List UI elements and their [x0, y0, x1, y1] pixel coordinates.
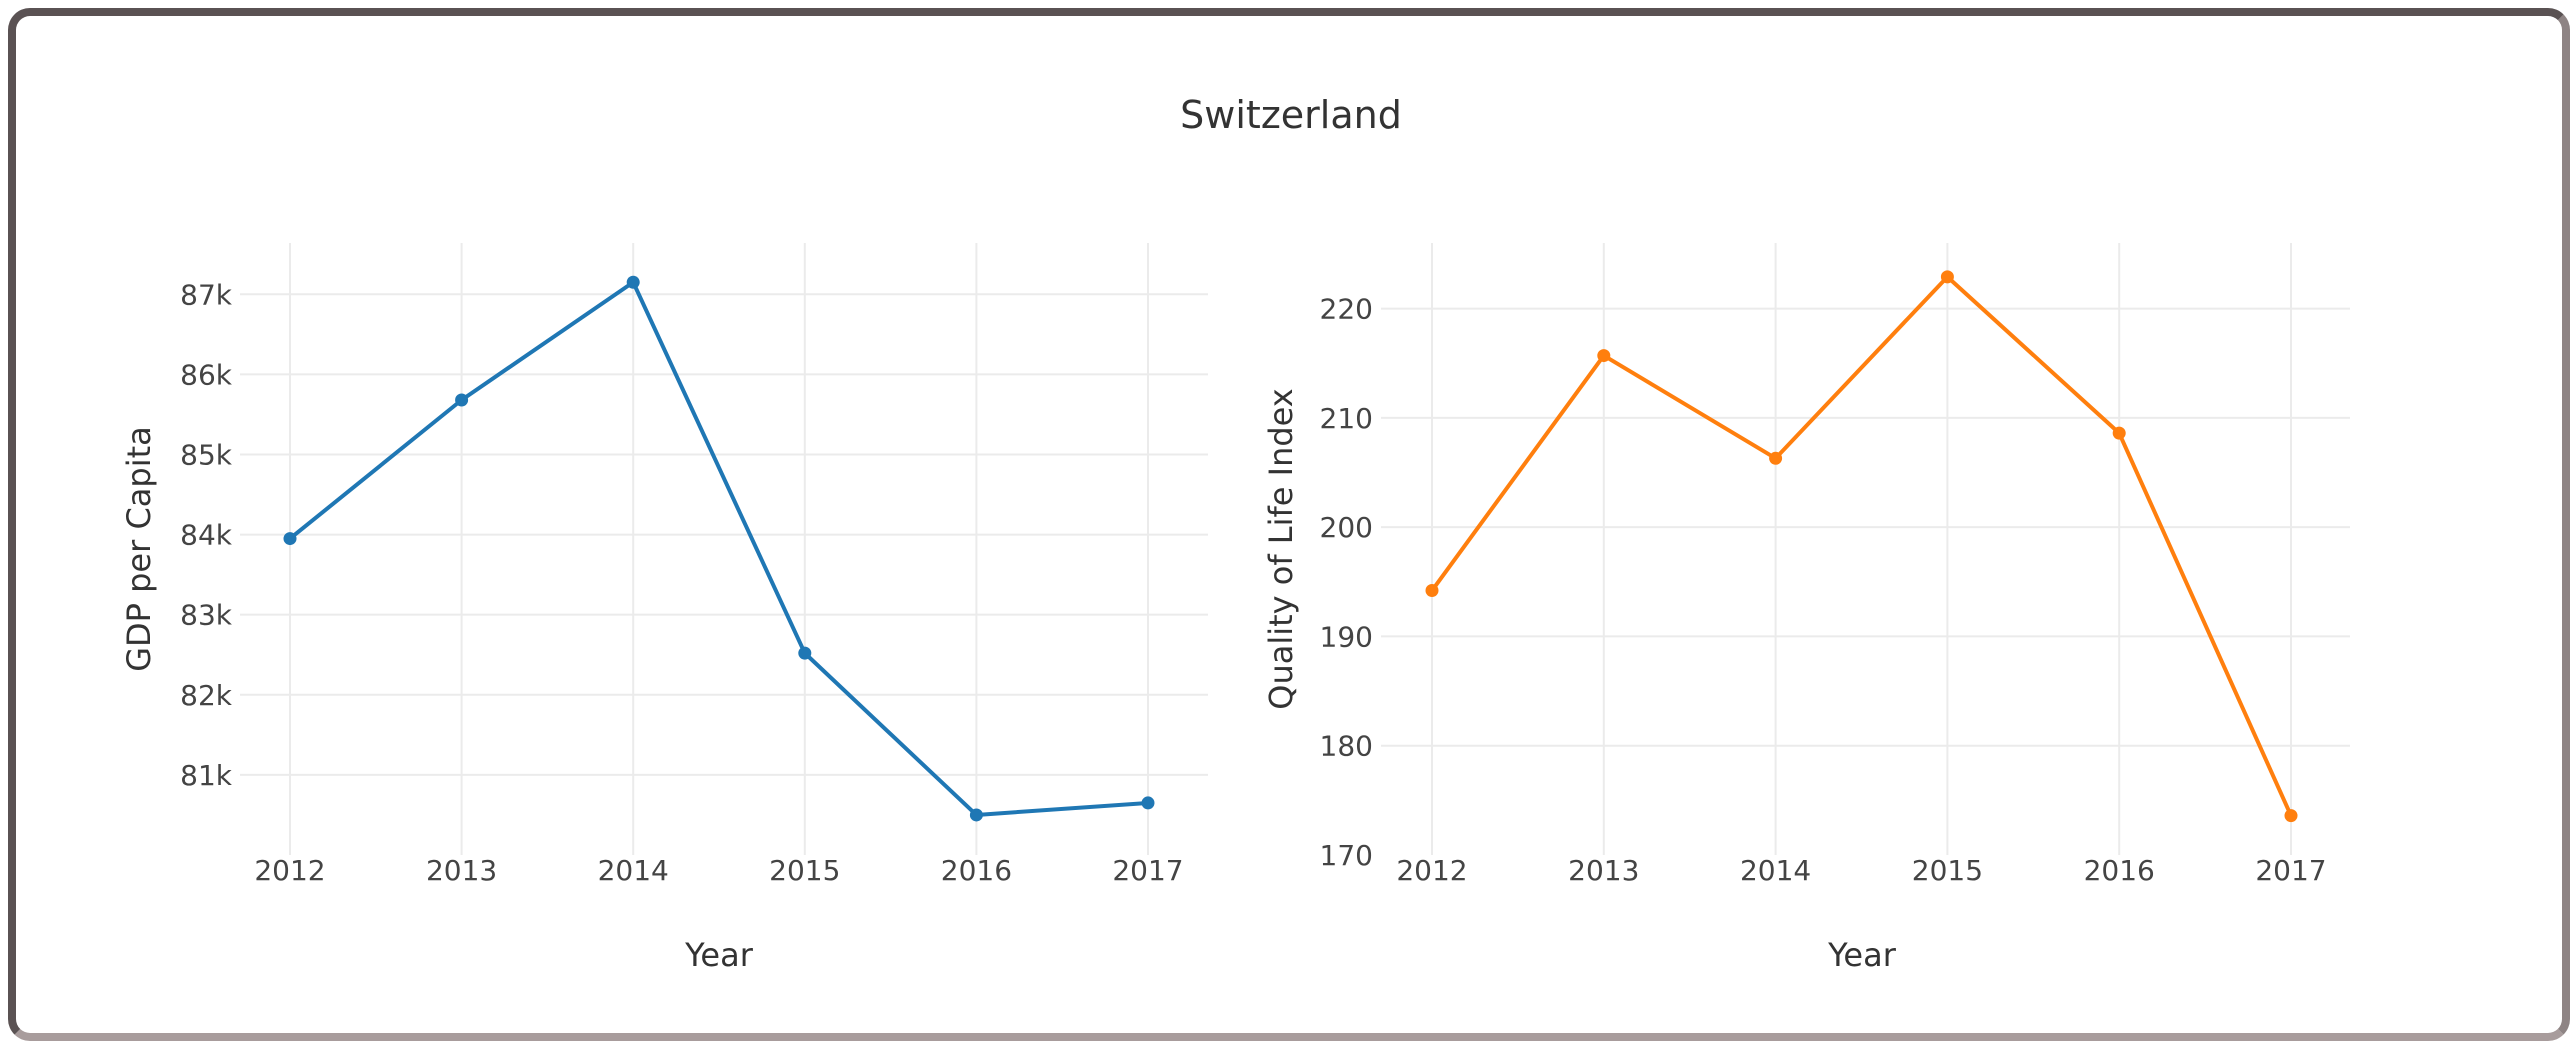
y-tick-label: 87k — [180, 278, 233, 311]
data-point — [969, 808, 983, 822]
y-axis-title: Quality of Life Index — [1262, 388, 1300, 709]
x-tick-label: 2013 — [426, 854, 497, 887]
data-point — [1769, 451, 1783, 465]
y-tick-label: 180 — [1320, 730, 1373, 763]
x-tick-label: 2014 — [1740, 854, 1811, 887]
x-tick-label: 2016 — [2084, 854, 2155, 887]
y-tick-label: 84k — [180, 519, 233, 552]
data-point — [1940, 270, 1954, 284]
y-tick-label: 85k — [180, 438, 233, 471]
data-point — [2112, 426, 2126, 440]
data-point — [626, 275, 640, 289]
chart-title: Switzerland — [1180, 93, 1402, 137]
x-tick-label: 2012 — [1396, 854, 1467, 887]
data-point — [1425, 584, 1439, 598]
data-point — [455, 393, 469, 407]
x-tick-label: 2012 — [254, 854, 325, 887]
x-tick-label: 2013 — [1568, 854, 1639, 887]
data-point — [283, 532, 297, 546]
x-tick-label: 2014 — [598, 854, 669, 887]
y-tick-label: 210 — [1320, 402, 1373, 435]
data-point — [798, 646, 812, 660]
series-line — [1430, 274, 2293, 817]
y-tick-label: 81k — [180, 759, 233, 792]
y-tick-label: 82k — [180, 679, 233, 712]
x-tick-label: 2016 — [941, 854, 1012, 887]
y-tick-label: 200 — [1320, 511, 1373, 544]
chart-frame — [8, 8, 2570, 1041]
x-tick-label: 2017 — [1112, 854, 1183, 887]
data-point — [2284, 809, 2298, 823]
data-point — [1597, 349, 1611, 363]
x-tick-label: 2015 — [769, 854, 840, 887]
series-line — [288, 280, 1149, 817]
y-tick-label: 220 — [1320, 293, 1373, 326]
y-tick-label: 170 — [1320, 839, 1373, 872]
y-tick-label: 86k — [180, 358, 233, 391]
y-tick-label: 190 — [1320, 620, 1373, 653]
x-axis-title: Year — [1827, 936, 1897, 974]
x-axis-title: Year — [684, 936, 754, 974]
y-axis-title: GDP per Capita — [120, 426, 158, 672]
data-point — [1141, 796, 1155, 810]
x-tick-label: 2017 — [2255, 854, 2326, 887]
x-tick-label: 2015 — [1912, 854, 1983, 887]
y-tick-label: 83k — [180, 599, 233, 632]
